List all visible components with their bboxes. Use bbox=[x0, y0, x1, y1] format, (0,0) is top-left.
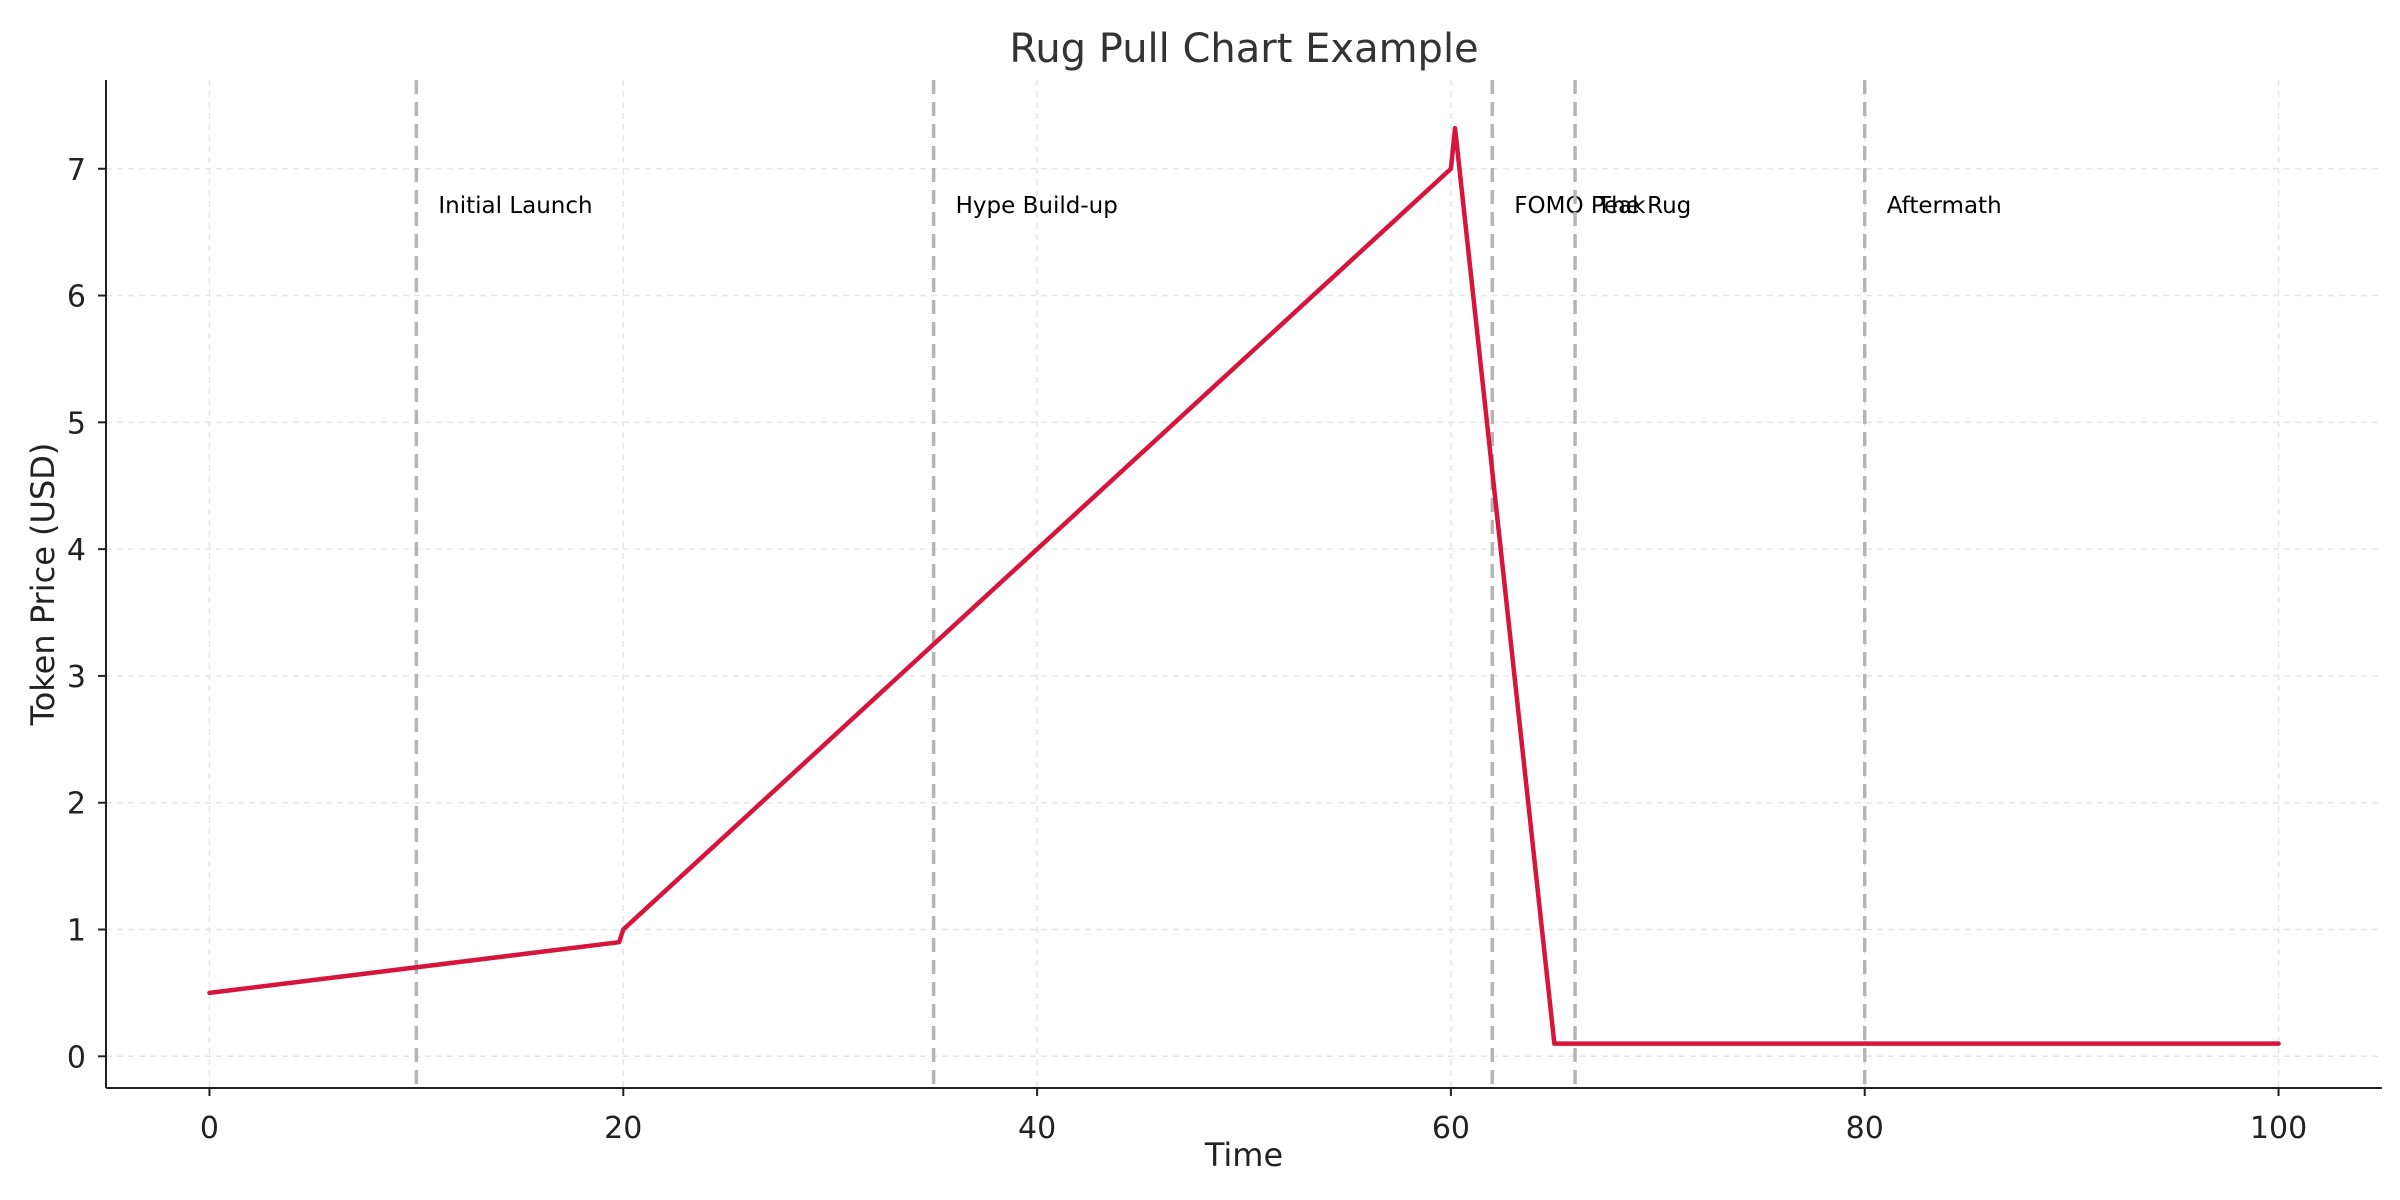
x-tick-label: 60 bbox=[1432, 1111, 1470, 1146]
grid-layer bbox=[106, 80, 2382, 1088]
y-tick-label: 7 bbox=[67, 153, 86, 188]
phase-label: Initial Launch bbox=[438, 193, 592, 219]
phase-label: Aftermath bbox=[1887, 193, 2002, 219]
axes bbox=[105, 80, 2382, 1089]
phase-label: FOMO Peak bbox=[1514, 193, 1646, 219]
x-tick-label: 40 bbox=[1018, 1111, 1056, 1146]
series-layer bbox=[207, 125, 2281, 1046]
y-tick-label: 4 bbox=[67, 533, 86, 568]
chart-title: Rug Pull Chart Example bbox=[1009, 26, 1478, 72]
y-tick-label: 6 bbox=[67, 280, 86, 315]
x-tick-label: 100 bbox=[2250, 1111, 2307, 1146]
price-series-line bbox=[207, 125, 2281, 1046]
x-tick-label: 0 bbox=[200, 1111, 219, 1146]
x-tick-label: 20 bbox=[604, 1111, 642, 1146]
x-tick-label: 80 bbox=[1846, 1111, 1884, 1146]
tick-layer: 0 20 40 60 80 100 0 1 2 3 4 5 6 7 bbox=[67, 153, 2307, 1146]
y-tick-label: 0 bbox=[67, 1040, 86, 1075]
x-axis-label: Time bbox=[1204, 1136, 1283, 1174]
phase-label: Hype Build-up bbox=[956, 193, 1118, 219]
y-tick-label: 2 bbox=[67, 787, 86, 822]
y-tick-label: 1 bbox=[67, 914, 86, 949]
y-tick-label: 5 bbox=[67, 406, 86, 441]
phase-label: The Rug bbox=[1596, 193, 1691, 219]
y-axis-label: Token Price (USD) bbox=[24, 443, 62, 727]
y-tick-label: 3 bbox=[67, 660, 86, 695]
phase-markers: Initial Launch Hype Build-up FOMO PeakThe … bbox=[414, 80, 2002, 1088]
